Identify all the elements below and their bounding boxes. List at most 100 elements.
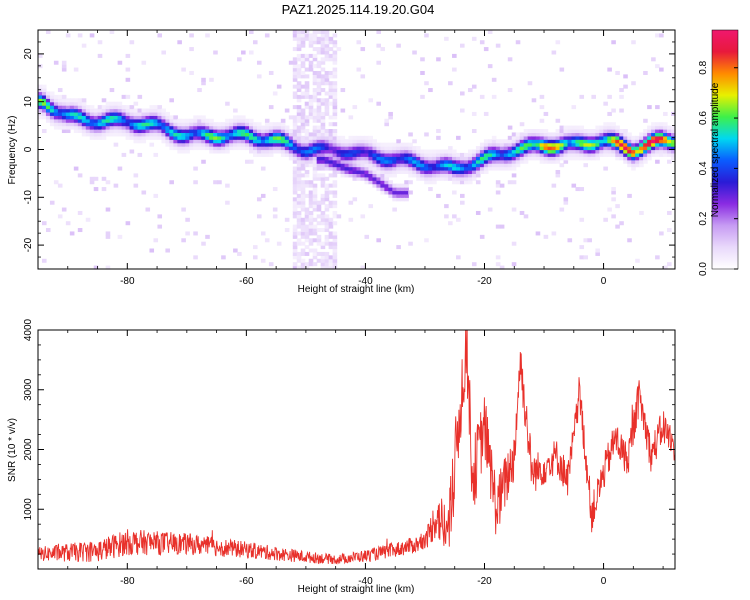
heatmap-cell [53,125,59,130]
heatmap-cell [531,139,537,144]
heatmap-cell [352,105,358,110]
heatmap-cell [105,234,111,239]
heatmap-cell [304,163,310,168]
heatmap-cell [519,152,525,157]
heatmap-cell [292,231,298,236]
heatmap-cell [583,139,589,144]
heatmap-cell [599,132,604,137]
heatmap-cell [659,33,664,38]
heatmap-cell [292,135,298,140]
heatmap-cell [324,70,330,75]
heatmap-cell [432,149,437,154]
heatmap-cell [109,105,115,110]
heatmap-cell [300,70,306,75]
heatmap-cell [643,142,648,147]
heatmap-cell [491,152,497,157]
heatmap-cell [388,190,393,195]
heatmap-cell [312,166,318,171]
heatmap-cell [340,169,346,174]
heatmap-cell [396,152,401,157]
heatmap-cell [364,142,370,147]
heatmap-cell [300,190,306,195]
heatmap-cell [268,125,274,130]
heatmap-cell [340,152,346,157]
heatmap-cell [340,173,346,178]
heatmap-cell [304,94,310,99]
heatmap-cell [73,108,79,113]
heatmap-cell [213,135,218,140]
heatmap-cell [316,81,322,86]
heatmap-cell [471,156,477,161]
heatmap-cell [507,156,513,161]
heatmap-cell [252,129,258,134]
heatmap-cell [388,149,393,154]
heatmap-cell [252,132,258,137]
heatmap-cell [328,156,334,161]
heatmap-cell [312,118,318,123]
heatmap-cell [209,132,214,137]
heatmap-cell [308,224,314,229]
heatmap-cell [316,88,322,93]
heatmap-cell [463,156,469,161]
heatmap-cell [471,159,477,164]
heatmap-cell [312,163,318,168]
heatmap-cell [308,105,314,110]
heatmap-cell [101,125,107,130]
heatmap-cell [432,166,437,171]
heatmap-cell [595,135,600,140]
heatmap-cell [356,146,362,151]
heatmap-cell [507,166,513,171]
heatmap-cell [388,187,393,192]
heatmap-cell [213,146,218,151]
heatmap-cell [324,135,330,140]
heatmap-cell [527,152,533,157]
heatmap-cell [153,125,159,130]
heatmap-cell [312,108,318,113]
heatmap-cell [97,135,103,140]
heatmap-cell [579,149,585,154]
heatmap-cell [312,238,318,243]
heatmap-cell [185,142,190,147]
heatmap-cell [551,132,557,137]
heatmap-cell [304,265,310,270]
heatmap-cell [105,231,111,236]
heatmap-cell [161,118,166,123]
heatmap-cell [300,251,306,256]
heatmap-cell [320,101,326,106]
heatmap-cell [519,142,525,147]
heatmap-cell [655,146,660,151]
heatmap-cell [73,105,79,110]
heatmap-cell [563,156,569,161]
heatmap-cell [547,149,553,154]
heatmap-cell [416,152,421,157]
heatmap-cell [320,135,326,140]
heatmap-x-ticks: -80 -60 -40 -20 0 [37,30,664,287]
heatmap-cell [408,156,413,161]
heatmap-cell [372,180,378,185]
heatmap-cell [205,142,210,147]
heatmap-cell [213,122,218,127]
heatmap-cell [193,146,198,151]
heatmap-cell [404,163,409,168]
heatmap-cell [53,105,59,110]
heatmap-cell [348,156,354,161]
heatmap-cell [153,193,159,198]
heatmap-cell [324,91,330,96]
heatmap-cell [495,255,501,260]
heatmap-cell [483,163,489,168]
heatmap-cell [113,101,119,106]
heatmap-cell [368,173,374,178]
heatmap-cell [328,57,334,62]
heatmap-cell [563,129,569,134]
x-tick-label: -60 [239,576,254,587]
heatmap-cell [663,122,668,127]
heatmap-cell [141,129,147,134]
heatmap-cell [300,118,306,123]
heatmap-cell [65,115,71,120]
heatmap-cell [360,135,366,140]
heatmap-cell [615,129,620,134]
heatmap-cell [567,129,573,134]
heatmap-cell [245,142,250,147]
heatmap-cell [404,197,409,202]
heatmap-cell [304,53,310,58]
